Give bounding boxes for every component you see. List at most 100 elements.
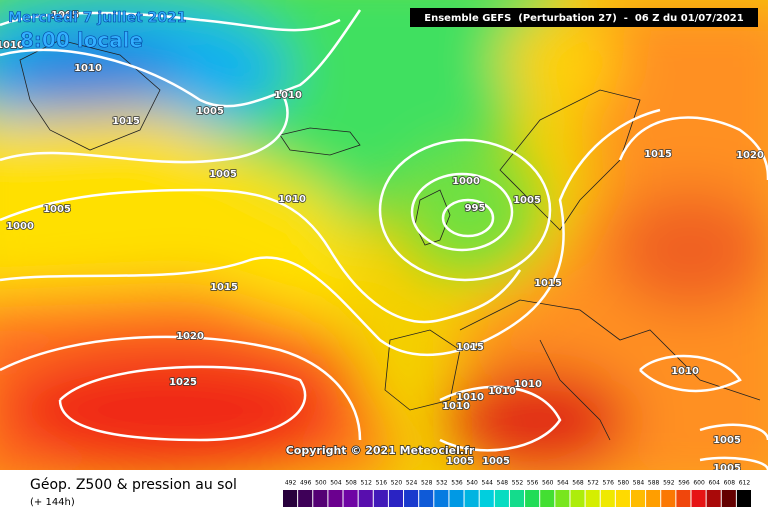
scale-label: 572 (587, 480, 599, 487)
scale-label: 592 (663, 480, 675, 487)
copyright: Copyright © 2021 Meteociel.fr (286, 444, 475, 457)
scale-label: 516 (376, 480, 388, 487)
isobar-label: 1015 (112, 116, 140, 127)
isobar-label: 1005 (513, 195, 541, 206)
scale-label: 536 (451, 480, 463, 487)
height-field (0, 0, 768, 470)
color-scale: 492 496 500 504 508 512 516 520 524 528 532 536 540 5… (283, 480, 751, 507)
isobar-label: 1010 (488, 386, 516, 397)
scale-cell (328, 490, 343, 507)
isobar-label: 1010 (274, 90, 302, 101)
scale-cell (388, 490, 404, 507)
isobar-label: 1010 (442, 401, 470, 412)
isobar-label: 1010 (514, 379, 542, 390)
isobar-label: 1015 (644, 149, 672, 160)
scale-label: 580 (618, 480, 630, 487)
isobar-label: 1010 (74, 63, 102, 74)
scale-cell (464, 490, 479, 507)
scale-cell (404, 490, 419, 507)
isobar-label: 1005 (196, 106, 224, 117)
scale-label: 552 (512, 480, 524, 487)
scale-cell (706, 490, 721, 507)
scale-cell (419, 490, 434, 507)
scale-cell (313, 490, 328, 507)
scale-cell (494, 490, 509, 507)
scale-label: 548 (497, 480, 509, 487)
isobar-label: 1010 (456, 392, 484, 403)
scale-label: 568 (572, 480, 584, 487)
scale-label: 504 (330, 480, 342, 487)
isobar-label: 1010 (0, 40, 24, 51)
scale-label: 560 (542, 480, 554, 487)
isobar-label: 1005 (43, 204, 71, 215)
scale-label: 600 (693, 480, 705, 487)
scale-label: 556 (527, 480, 539, 487)
scale-cell (736, 490, 751, 507)
legend-title: Géop. Z500 & pression au sol (30, 477, 237, 493)
isobar-label: 1000 (452, 176, 480, 187)
isobar-label: 1015 (210, 282, 238, 293)
scale-label: 496 (300, 480, 312, 487)
isobar-label: 1010 (278, 194, 306, 205)
scale-label: 608 (724, 480, 736, 487)
isobar-label: 1015 (456, 342, 484, 353)
scale-label: 520 (391, 480, 403, 487)
isobar-label: 1025 (169, 377, 197, 388)
scale-label: 540 (466, 480, 478, 487)
isobar-label: 1000 (6, 221, 34, 232)
scale-label: 512 (360, 480, 372, 487)
scale-label: 492 (285, 480, 297, 487)
scale-cell (373, 490, 388, 507)
isobar-label: 1005 (713, 435, 741, 446)
scale-cell (570, 490, 585, 507)
scale-label: 544 (482, 480, 494, 487)
run-box (410, 8, 758, 27)
forecast-time: 8:00 locale (20, 28, 143, 52)
isobar-label: 1005 (51, 10, 79, 21)
isobar-label: 1005 (446, 456, 474, 467)
scale-label: 532 (436, 480, 448, 487)
scale-label: 612 (739, 480, 751, 487)
scale-label: 584 (633, 480, 645, 487)
scale-cell (343, 490, 358, 507)
scale-label: 528 (421, 480, 433, 487)
scale-label: 588 (648, 480, 660, 487)
scale-label: 508 (345, 480, 357, 487)
scale-label: 500 (315, 480, 327, 487)
isobar-label: 1020 (736, 150, 764, 161)
scale-cell (615, 490, 630, 507)
scale-cell (358, 490, 373, 507)
scale-cell (661, 490, 676, 507)
scale-cell (691, 490, 706, 507)
scale-cell (721, 490, 736, 507)
scale-label: 524 (406, 480, 418, 487)
scale-cell (646, 490, 661, 507)
isobar-labels: 1005101010101015100510101005101010051000… (0, 9, 765, 475)
legend-subtitle: (+ 144h) (30, 497, 75, 508)
scale-label: 576 (603, 480, 615, 487)
scale-label: 596 (678, 480, 690, 487)
scale-label: 604 (708, 480, 720, 487)
forecast-date: Mercredi 7 juillet 2021 (8, 10, 187, 26)
isobars (0, 9, 768, 470)
isobar-label: 1010 (671, 366, 699, 377)
isobar-label: 995 (465, 203, 486, 214)
isobar-label: 1015 (534, 278, 562, 289)
scale-cell (676, 490, 691, 507)
scale-cell (449, 490, 464, 507)
scale-label: 564 (557, 480, 569, 487)
scale-cell (525, 490, 540, 507)
scale-cell (585, 490, 600, 507)
scale-cell (555, 490, 570, 507)
scale-cell (298, 490, 313, 507)
scale-cell (509, 490, 525, 507)
scale-cell (283, 490, 298, 507)
scale-cell (630, 490, 646, 507)
run-info: Ensemble GEFS (Perturbation 27) - 06 Z d… (424, 13, 743, 24)
isobar-label: 1020 (176, 331, 204, 342)
scale-cell (434, 490, 449, 507)
scale-cell (600, 490, 615, 507)
scale-cell (479, 490, 494, 507)
isobar-label: 1005 (209, 169, 237, 180)
